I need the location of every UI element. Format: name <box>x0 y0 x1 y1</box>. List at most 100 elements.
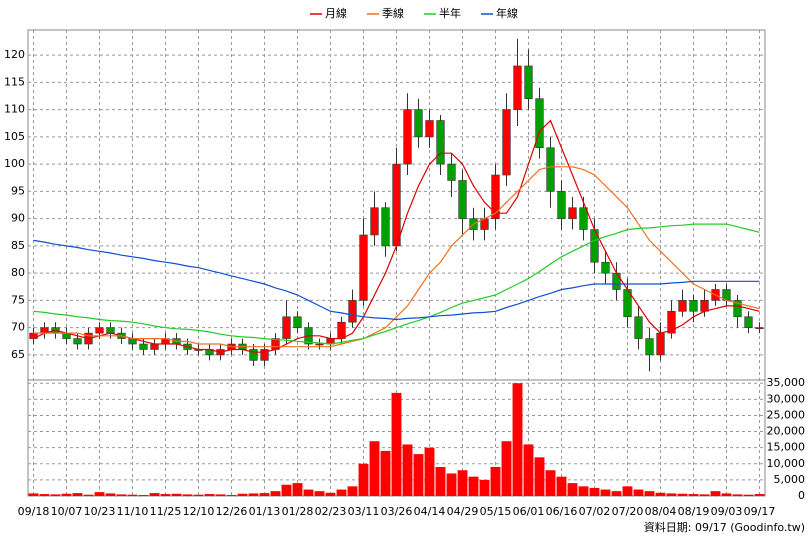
y-tick-label: 65 <box>11 348 25 361</box>
candle-body <box>568 207 577 219</box>
y2-tick-label: 10,000 <box>767 457 806 470</box>
y2-tick-label: 35,000 <box>767 376 806 389</box>
candle-body <box>381 207 390 247</box>
candle-body <box>458 180 467 219</box>
volume-bar <box>50 494 61 496</box>
volume-bar <box>160 494 171 496</box>
y2-tick-label: 15,000 <box>767 441 806 454</box>
candle-body <box>260 349 269 361</box>
legend-label: 月線 <box>325 6 347 20</box>
volume-bar <box>578 486 589 496</box>
volume-bar <box>358 463 369 496</box>
volume-bar <box>402 444 413 496</box>
candle-body <box>601 261 610 274</box>
volume-bar <box>424 447 435 496</box>
volume-bar <box>116 494 127 496</box>
x-tick-label: 10/07 <box>51 505 83 518</box>
candle-body <box>447 163 456 181</box>
x-tick-label: 11/25 <box>150 505 182 518</box>
y-tick-label: 105 <box>4 130 25 143</box>
volume-bar <box>622 486 633 496</box>
volume-bar <box>39 494 50 496</box>
candle-body <box>755 327 764 329</box>
volume-bar <box>182 494 193 496</box>
volume-bar <box>292 483 303 496</box>
volume-bar <box>72 493 83 496</box>
volume-bar <box>193 494 204 496</box>
volume-bar <box>226 495 237 496</box>
x-tick-label: 12/26 <box>216 505 248 518</box>
y-tick-label: 90 <box>11 212 25 225</box>
candle-body <box>524 65 533 99</box>
candle-body <box>491 174 500 219</box>
volume-bar <box>611 491 622 496</box>
x-tick-label: 09/17 <box>744 505 776 518</box>
candle-body <box>425 120 434 138</box>
x-tick-label: 03/26 <box>381 505 413 518</box>
x-tick-label: 06/16 <box>546 505 578 518</box>
volume-bar <box>369 441 380 496</box>
ma-line <box>33 166 760 348</box>
x-tick-label: 05/15 <box>480 505 512 518</box>
volume-bar <box>237 493 248 496</box>
volume-bar <box>314 491 325 496</box>
y2-tick-label: 20,000 <box>767 425 806 438</box>
candle-body <box>403 109 412 165</box>
candle-body <box>546 147 555 192</box>
volume-bar <box>710 491 721 496</box>
volume-bar <box>94 492 105 496</box>
candle-body <box>139 343 148 350</box>
candle-body <box>579 207 588 230</box>
volume-bar <box>413 454 424 496</box>
candle-body <box>656 332 665 356</box>
volume-bar <box>666 493 677 496</box>
volume-bar <box>28 493 39 496</box>
legend-label: 季線 <box>382 6 404 20</box>
y-tick-label: 100 <box>4 157 25 170</box>
volume-bar <box>270 491 281 496</box>
volume-bar <box>347 486 358 496</box>
volume-bar <box>754 494 765 496</box>
volume-bar <box>281 484 292 496</box>
y2-tick-label: 5,000 <box>774 473 806 486</box>
ma-line <box>33 223 760 345</box>
volume-bar <box>512 383 523 496</box>
volume-bar <box>688 494 699 496</box>
x-tick-label: 03/11 <box>348 505 380 518</box>
candle-body <box>502 109 511 176</box>
volume-bar <box>479 479 490 496</box>
candle-body <box>73 338 82 345</box>
volume-bar <box>501 441 512 496</box>
candle-body <box>689 300 698 312</box>
candle-body <box>436 120 445 165</box>
candle-body <box>106 327 115 334</box>
y-tick-label: 110 <box>4 103 25 116</box>
candle-body <box>733 300 742 318</box>
volume-bar <box>732 494 743 496</box>
candle-body <box>535 98 544 149</box>
candle-body <box>645 338 654 356</box>
volume-bar <box>457 470 468 496</box>
volume-bar <box>435 467 446 496</box>
x-tick-label: 08/19 <box>678 505 710 518</box>
y-tick-label: 85 <box>11 239 25 252</box>
volume-bar <box>303 489 314 496</box>
y2-tick-label: 30,000 <box>767 392 806 405</box>
candle-body <box>667 311 676 334</box>
x-tick-label: 01/13 <box>249 505 281 518</box>
volume-bar <box>204 494 215 496</box>
candle-body <box>392 163 401 247</box>
candle-body <box>744 316 753 328</box>
candle-body <box>150 343 159 350</box>
x-tick-label: 10/23 <box>84 505 116 518</box>
y-tick-label: 95 <box>11 184 25 197</box>
y-tick-label: 120 <box>4 48 25 61</box>
candle-body <box>678 300 687 312</box>
candle-body <box>370 207 379 236</box>
candle-body <box>359 234 368 301</box>
volume-bar <box>248 493 259 496</box>
volume-bar <box>644 491 655 496</box>
x-tick-label: 01/28 <box>282 505 314 518</box>
volume-bar <box>633 489 644 496</box>
volume-bar <box>490 467 501 496</box>
